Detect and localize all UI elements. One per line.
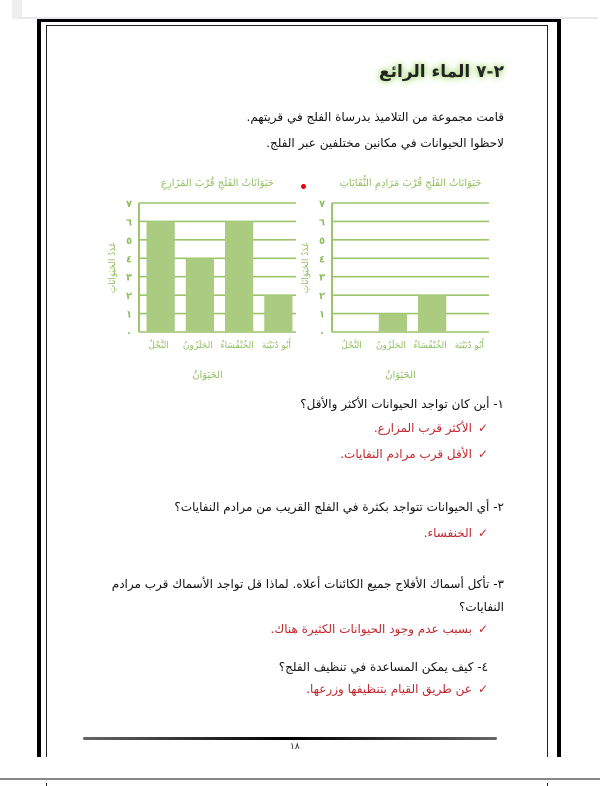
- footer-divider: [83, 737, 497, 740]
- y-tick-label: ٧: [319, 199, 325, 210]
- page-border-inner: [46, 25, 548, 786]
- chart-title: حَيَوَانَاتُ الفَلَجِ قُرْبَ المَزَارِعِ: [161, 176, 274, 191]
- x-axis-label: الحَيَوَانُ: [385, 370, 416, 381]
- bar: [417, 295, 447, 332]
- check-icon: ✓: [477, 622, 488, 636]
- x-tick-label: أَبُو دُنَيْبَة: [455, 337, 485, 351]
- intro-line-1: قامت مجموعة من التلاميذ بدرساة الفلج في …: [246, 110, 505, 124]
- page-number: ١٨: [290, 742, 300, 752]
- y-tick-label: ٧: [126, 199, 132, 210]
- bar: [264, 295, 293, 332]
- y-tick-label: ٣: [319, 273, 325, 284]
- answer-text: عن طريق القيام بتنظيفها وزرعها.: [306, 682, 472, 696]
- answer-text: الخنفساء.: [423, 526, 472, 540]
- question-3: ٣- تأكل أسماك الأفلاج جميع الكائنات أعلا…: [111, 577, 504, 591]
- bar: [146, 221, 175, 332]
- bar-charts: حَيَوَانَاتُ الفَلَجِ قُرْبَ المَزَارِعِ…: [108, 175, 489, 381]
- bar: [224, 221, 254, 332]
- section-heading: ٢-٧ الماء الرائع: [379, 62, 504, 82]
- y-tick-label: ٠: [126, 328, 132, 339]
- check-icon: ✓: [477, 526, 488, 540]
- red-marker: [301, 184, 306, 189]
- x-axis-label: الحَيَوَانُ: [192, 370, 223, 381]
- y-tick-label: ٦: [126, 217, 132, 228]
- x-tick-label: الخُنْفُسَاءُ: [413, 340, 446, 351]
- question-3-cont: النفايات؟: [459, 600, 504, 614]
- check-icon: ✓: [477, 421, 488, 435]
- y-tick-label: ٥: [319, 236, 325, 247]
- intro-line-2: لاحظوا الحيوانات في مكانين مختلفين عبر ا…: [266, 136, 504, 150]
- y-axis-label: عَدَدُ الحَيَوَانَاتِ: [301, 242, 311, 294]
- x-tick-label: أَبُو دُنَيْبَة: [262, 337, 292, 351]
- y-tick-label: ١: [319, 310, 325, 321]
- x-tick-label: النَّحْلُ: [341, 340, 362, 351]
- x-tick-label: الحَلَزُونُ: [376, 339, 406, 351]
- answer-1b: ✓ الأقل قرب مرادم النفايات.: [340, 447, 488, 461]
- bar: [378, 313, 408, 332]
- check-icon: ✓: [477, 447, 488, 461]
- y-axis-label: عَدَدُ الحَيَوَانَاتِ: [108, 242, 118, 294]
- check-icon: ✓: [477, 682, 488, 696]
- chart-title: حَيَوَانَاتُ الفَلَجِ قُرْبَ مَرَادِمِ ا…: [340, 175, 482, 191]
- x-tick-label: النَّحْلُ: [148, 340, 169, 351]
- answer-4: ✓ عن طريق القيام بتنظيفها وزرعها.: [306, 682, 488, 696]
- answer-3: ✓ بسبب عدم وجود الحيوانات الكثيرة هناك.: [271, 622, 489, 636]
- y-tick-label: ٥: [126, 236, 132, 247]
- page-border-outer: [37, 19, 561, 782]
- answer-text: الأكثر قرب المزارع.: [373, 421, 472, 435]
- question-2: ٢- أي الحيوانات تتواجد بكثرة في الفلج ال…: [174, 500, 504, 514]
- y-tick-label: ٠: [319, 328, 325, 339]
- question-1: ١- أين كان تواجد الحيوانات الأكثر والأقل…: [300, 397, 504, 411]
- answer-text: بسبب عدم وجود الحيوانات الكثيرة هناك.: [270, 622, 472, 636]
- x-tick-label: الحَلَزُونُ: [183, 339, 213, 351]
- next-page-edge: [0, 778, 600, 780]
- y-tick-label: ٣: [126, 273, 132, 284]
- y-tick-label: ٤: [126, 254, 132, 265]
- y-tick-label: ١: [126, 310, 132, 321]
- question-4: ٤- كيف يمكن المساعدة في تنظيف الفلج؟: [278, 660, 488, 674]
- x-tick-label: الخُنْفُسَاءُ: [220, 340, 253, 351]
- y-tick-label: ٢: [319, 291, 325, 302]
- previous-page-edge: [12, 0, 598, 19]
- y-tick-label: ٢: [126, 291, 132, 302]
- answer-text: الأقل قرب مرادم النفايات.: [340, 447, 472, 461]
- answer-2: ✓ الخنفساء.: [424, 526, 488, 540]
- y-tick-label: ٤: [319, 254, 325, 265]
- answer-1a: ✓ الأكثر قرب المزارع.: [374, 421, 488, 435]
- bar: [185, 258, 215, 332]
- y-tick-label: ٦: [319, 217, 325, 228]
